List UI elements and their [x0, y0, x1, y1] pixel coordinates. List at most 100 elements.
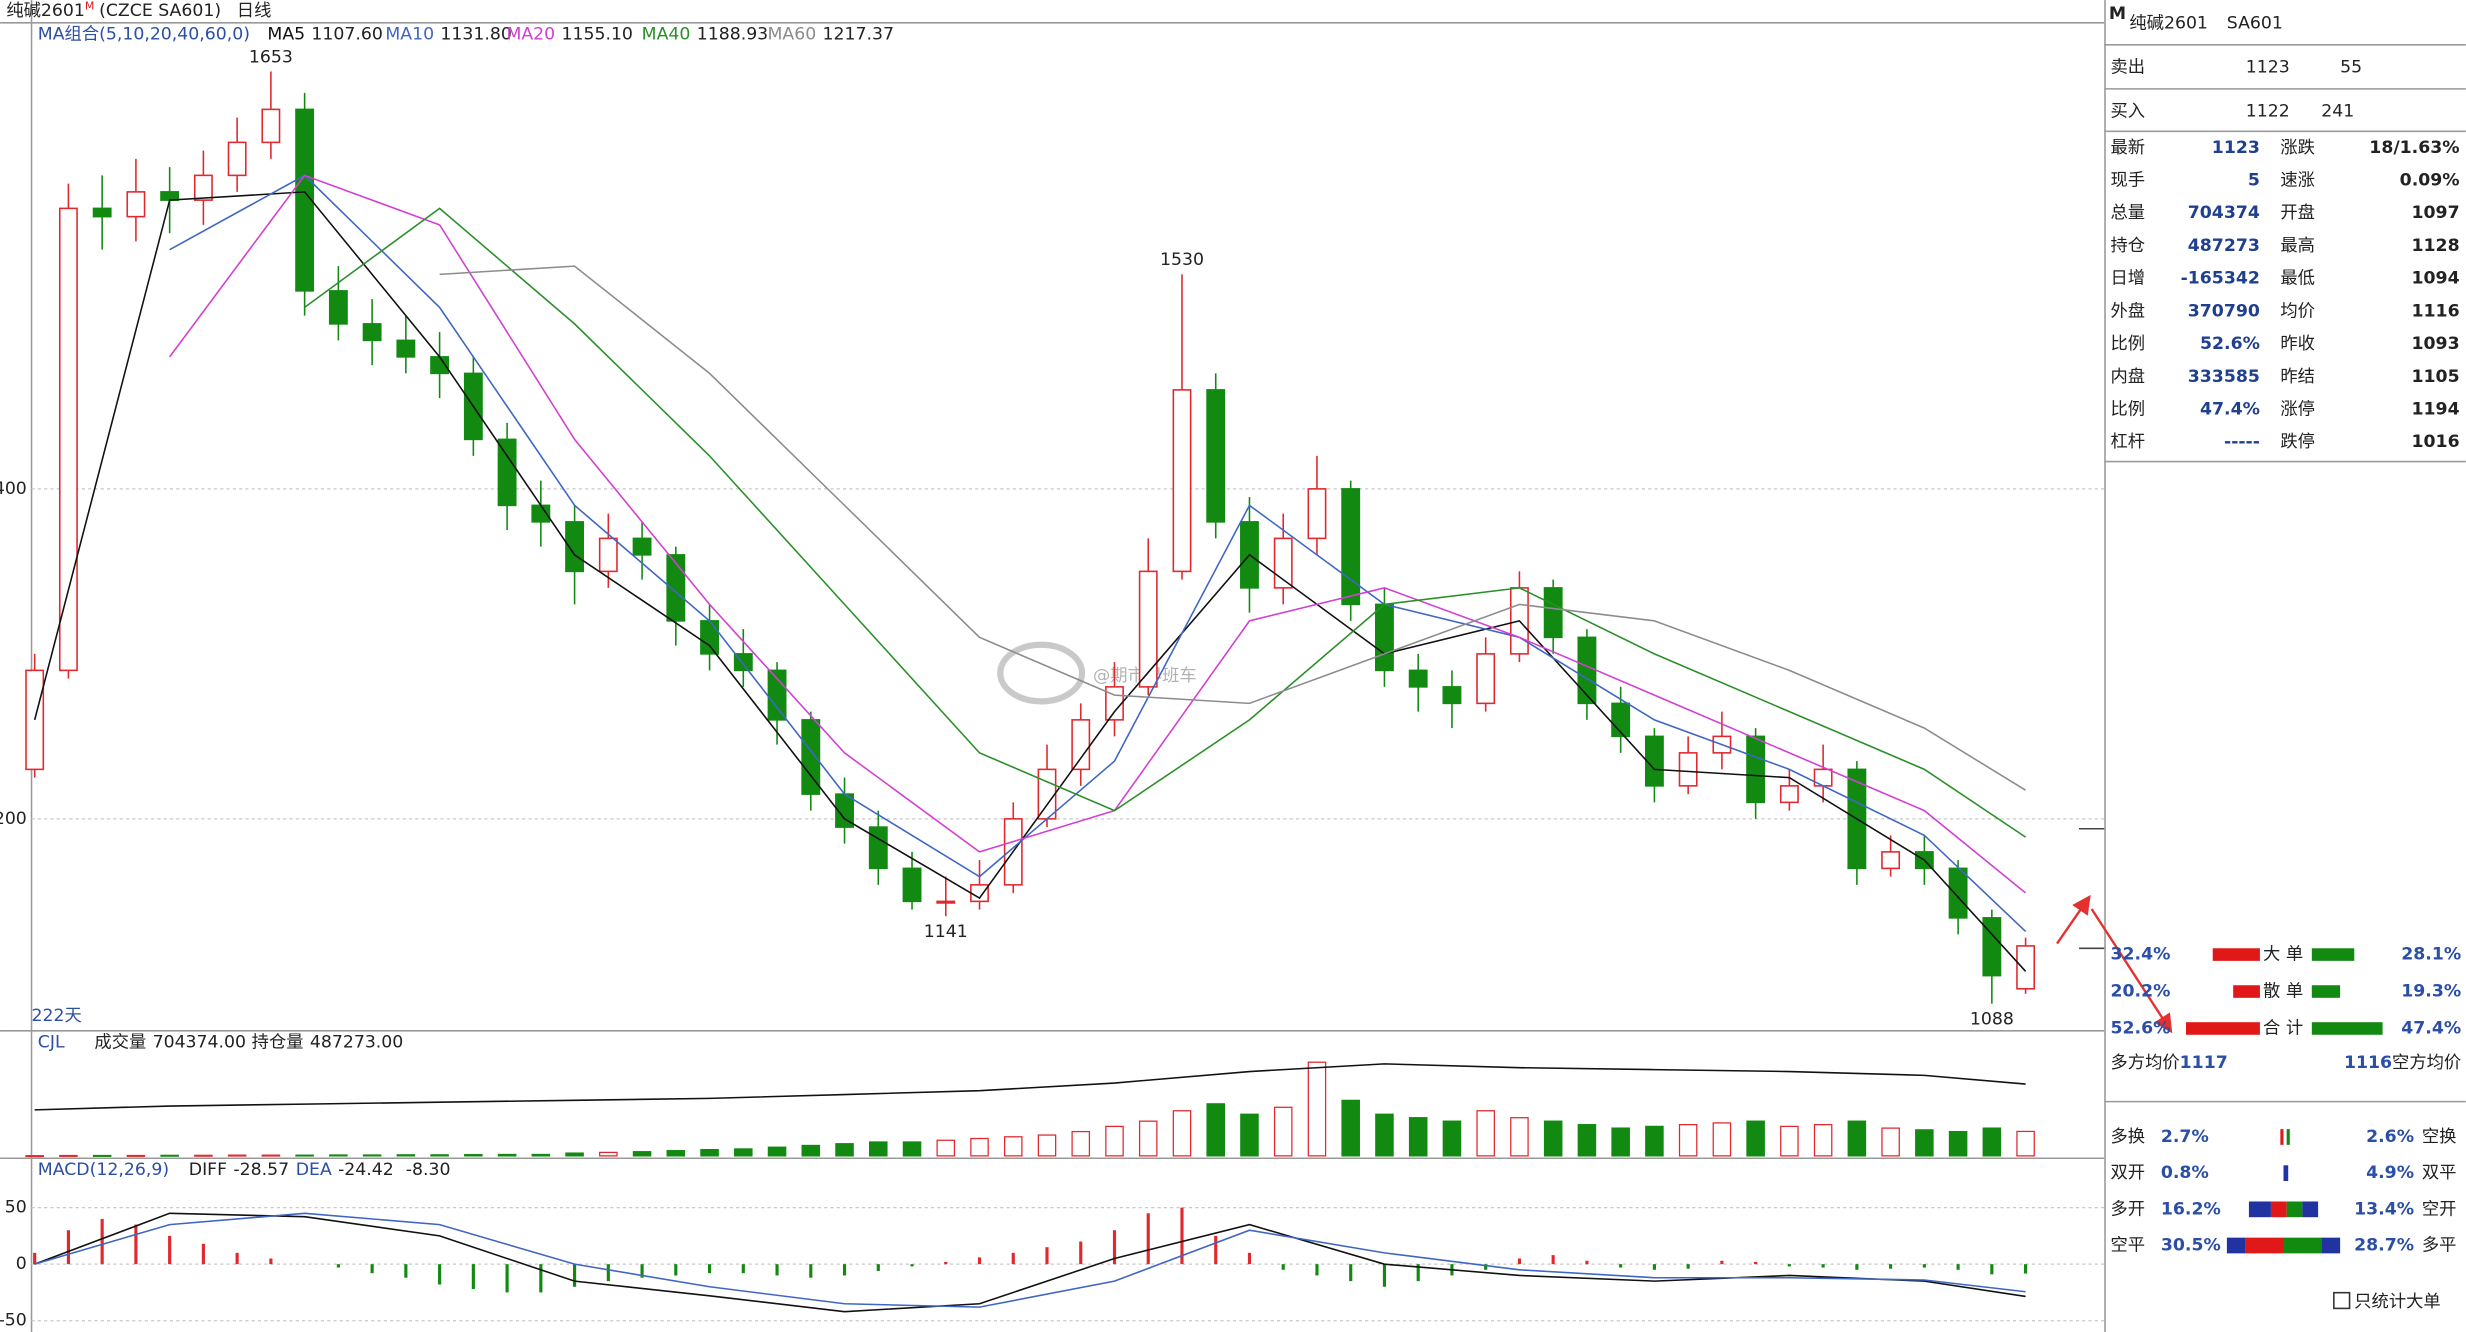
- position-label: 双平: [2422, 1163, 2457, 1183]
- volume-bar: [1746, 1120, 1765, 1157]
- dea-text: DEA -24.42: [296, 1160, 394, 1180]
- candle-body: [160, 191, 180, 201]
- stat-value: 1194: [2412, 400, 2460, 420]
- drawn-arrow: [2090, 908, 2173, 1034]
- stat-value: 1105: [2412, 367, 2460, 387]
- legend-value: 1131.80: [440, 25, 511, 45]
- stat-label: 比例: [2111, 400, 2146, 420]
- flow-bar-right: [2311, 948, 2355, 961]
- ask-label: 卖出: [2111, 58, 2146, 78]
- position-value: 0.8%: [2161, 1163, 2209, 1183]
- flow-right: 47.4%: [2401, 1018, 2461, 1038]
- volume-bar: [1307, 1061, 1327, 1157]
- stat-value: 704374: [2188, 203, 2260, 223]
- position-label: 双开: [2111, 1163, 2146, 1183]
- stat-label: 速涨: [2280, 171, 2315, 191]
- candle-body: [328, 290, 348, 325]
- volume-bar: [497, 1153, 517, 1157]
- stat-value: 1016: [2412, 432, 2460, 452]
- volume-bar: [1003, 1136, 1023, 1157]
- position-bar: [2248, 1201, 2271, 1218]
- stat-value: 1094: [2412, 269, 2460, 289]
- volume-bar: [1982, 1127, 2002, 1157]
- stat-value: 52.6%: [2200, 334, 2260, 354]
- stat-label: 内盘: [2111, 367, 2146, 387]
- candle-body: [1644, 735, 1664, 787]
- stat-value: 5: [2248, 171, 2260, 191]
- flow-bar-right: [2311, 985, 2341, 998]
- stat-label: 最低: [2280, 269, 2315, 289]
- volume-bar: [1172, 1110, 1192, 1157]
- candle-body: [396, 339, 416, 358]
- stat-label: 杠杆: [2111, 432, 2146, 452]
- stat-value: 370790: [2188, 301, 2260, 321]
- candle-body: [362, 323, 382, 342]
- candle-body: [497, 438, 517, 507]
- position-bar: [2321, 1237, 2341, 1254]
- candle-body: [1577, 636, 1597, 705]
- volume-bar: [1408, 1117, 1428, 1157]
- position-label: 多平: [2422, 1236, 2457, 1256]
- volume-bar: [1273, 1106, 1293, 1157]
- candle-body: [126, 191, 146, 218]
- volume-bar: [194, 1154, 213, 1157]
- volume-bar: [92, 1154, 112, 1157]
- stat-label: 持仓: [2111, 236, 2146, 256]
- volume-bar: [767, 1146, 787, 1157]
- volume-bar: [531, 1153, 551, 1157]
- legend-value: 1188.93: [697, 25, 768, 45]
- y-tick-label: 1400: [0, 479, 27, 499]
- checkbox[interactable]: [2333, 1291, 2351, 1310]
- y-tick-label: 1200: [0, 809, 27, 829]
- ask-volume: 55: [2340, 58, 2362, 78]
- flow-label: 大 单: [2263, 945, 2303, 965]
- candle-body: [92, 207, 112, 218]
- volume-bar: [430, 1154, 449, 1157]
- dea-line: [34, 1212, 2026, 1308]
- days-label: 222天: [32, 1006, 82, 1026]
- legend-entry: MA10 1131.80: [385, 25, 511, 45]
- extreme-label: 1141: [924, 922, 968, 942]
- position-label: 空开: [2422, 1199, 2457, 1219]
- volume-bar: [902, 1141, 922, 1157]
- candle-body: [58, 207, 78, 672]
- volume-bar: [295, 1154, 314, 1157]
- candle-body: [1442, 686, 1462, 705]
- volume-bar: [1037, 1134, 1057, 1157]
- quote-flag: M: [2109, 4, 2126, 24]
- candle-body: [666, 554, 686, 622]
- volume-bar: [362, 1154, 382, 1157]
- volume-bar: [1712, 1122, 1732, 1157]
- avg-short: 1116空方均价: [2344, 1053, 2461, 1073]
- candle-body: [1307, 488, 1327, 540]
- stat-value: -165342: [2181, 269, 2260, 289]
- extreme-label: 1653: [249, 47, 293, 67]
- macd-text: -8.30: [406, 1160, 451, 1180]
- candle-body: [2016, 945, 2036, 990]
- candle-body: [1881, 851, 1901, 870]
- stat-value: -----: [2224, 432, 2260, 452]
- volume-bar: [1071, 1130, 1091, 1157]
- legend-name: MA5: [267, 25, 305, 45]
- checkbox-label[interactable]: 只统计大单: [2354, 1292, 2440, 1312]
- stat-value: 0.09%: [2400, 171, 2460, 191]
- position-value: 2.7%: [2161, 1127, 2209, 1147]
- flow-bar-left: [2233, 985, 2260, 998]
- volume-bar: [1645, 1125, 1664, 1157]
- stat-value: 487273: [2188, 236, 2260, 256]
- stat-label: 昨结: [2280, 367, 2315, 387]
- position-label: 空平: [2111, 1236, 2146, 1256]
- volume-bar: [565, 1152, 584, 1157]
- open-interest-line: [34, 1063, 2026, 1111]
- position-value: 16.2%: [2161, 1199, 2221, 1219]
- candle-body: [1172, 389, 1192, 573]
- position-bar: [2280, 1129, 2284, 1145]
- candle-body: [1071, 719, 1091, 771]
- flow-left: 52.6%: [2111, 1018, 2171, 1038]
- legend-entry: MA5 1107.60: [267, 25, 382, 45]
- volume-label: CJL: [38, 1033, 65, 1053]
- flow-label: 散 单: [2263, 982, 2303, 1002]
- candle-body: [598, 537, 618, 573]
- y-tick-label: 0: [16, 1254, 27, 1274]
- volume-bar: [632, 1151, 652, 1157]
